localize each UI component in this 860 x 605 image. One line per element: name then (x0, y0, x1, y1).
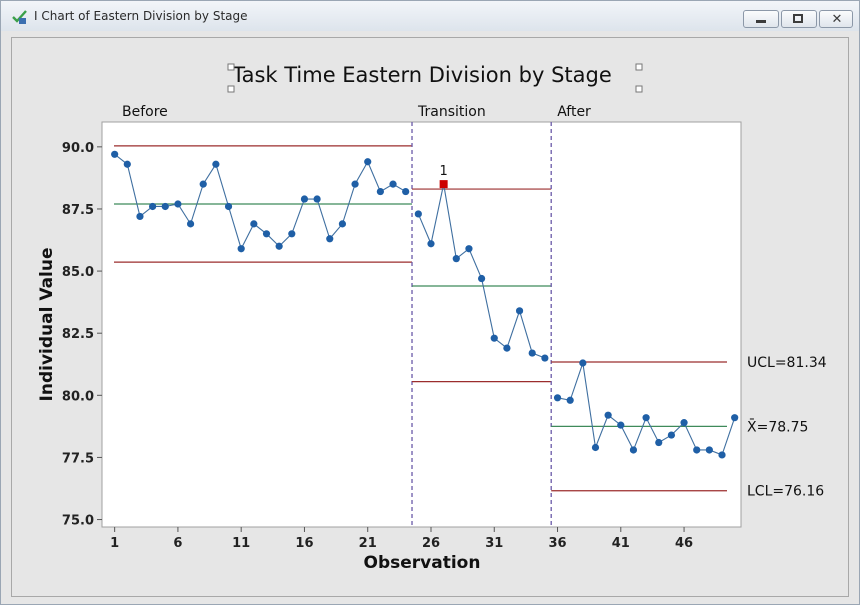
data-point (364, 158, 372, 166)
data-point (199, 180, 207, 188)
window-title: I Chart of Eastern Division by Stage (34, 9, 248, 23)
data-point (705, 446, 713, 454)
data-point (629, 446, 638, 454)
ucl-label: UCL=81.34 (747, 355, 827, 371)
data-point (718, 451, 726, 459)
plot-area (101, 121, 742, 528)
data-point (313, 195, 321, 203)
stage-label: Before (122, 104, 168, 120)
data-point (174, 200, 182, 208)
x-tick-label: 46 (675, 536, 693, 551)
data-point (237, 245, 245, 253)
selection-handle (635, 63, 643, 71)
x-tick-label: 1 (110, 536, 119, 551)
x-tick-label: 36 (548, 536, 566, 551)
data-point (680, 419, 688, 427)
x-axis-label: Observation (364, 553, 481, 573)
data-point (389, 180, 397, 188)
data-point (553, 394, 562, 402)
data-point (579, 359, 587, 367)
flagged-point (439, 180, 448, 189)
data-point (351, 180, 359, 188)
data-point (591, 443, 600, 452)
data-point (338, 220, 347, 228)
y-axis-label: Individual Value (37, 248, 57, 402)
title-bar[interactable]: I Chart of Eastern Division by Stage ✕ (1, 1, 859, 31)
checkmark-chart-icon (12, 10, 27, 24)
y-tick-label: 90.0 (62, 141, 94, 156)
data-point (642, 414, 650, 422)
data-point (326, 235, 334, 243)
selection-handle (227, 85, 235, 93)
chart-title: Task Time Eastern Division by Stage (231, 63, 612, 87)
y-tick-label: 80.0 (62, 389, 94, 404)
x-tick-label: 31 (485, 536, 503, 551)
data-point (288, 230, 296, 238)
lcl-label: LCL=76.16 (747, 484, 824, 500)
data-point (402, 187, 410, 196)
data-point (186, 220, 195, 228)
y-tick-label: 85.0 (62, 265, 94, 280)
y-tick-label: 77.5 (62, 451, 94, 466)
data-point (452, 255, 460, 263)
data-point (490, 334, 498, 342)
maximize-icon (793, 14, 803, 23)
minimize-button[interactable] (743, 10, 779, 28)
data-point (503, 344, 511, 352)
x-tick-label: 41 (612, 536, 630, 551)
data-point (427, 240, 435, 248)
data-point (136, 212, 144, 221)
center-label: X̄=78.75 (747, 418, 808, 436)
data-point (655, 438, 663, 447)
data-point (414, 210, 422, 218)
data-point (212, 160, 220, 168)
data-point (604, 411, 612, 419)
data-point (515, 307, 524, 315)
x-tick-label: 6 (173, 536, 182, 551)
data-point (731, 414, 739, 422)
stage-label: After (557, 104, 591, 120)
stage-label: Transition (417, 104, 486, 120)
y-tick-label: 75.0 (62, 514, 94, 529)
data-point (667, 431, 676, 439)
x-tick-label: 16 (295, 536, 313, 551)
control-chart: Task Time Eastern Division by Stage 75.0 7… (37, 63, 827, 573)
data-point (250, 220, 258, 228)
data-point (376, 187, 384, 196)
data-point (300, 195, 309, 203)
data-point (465, 245, 473, 253)
y-tick-label: 87.5 (62, 203, 94, 218)
data-point (123, 160, 131, 168)
close-icon: ✕ (831, 12, 843, 27)
data-point (161, 202, 169, 211)
data-point (528, 349, 536, 357)
selection-handle (635, 85, 643, 93)
y-tick-label: 82.5 (62, 327, 94, 342)
data-point (566, 396, 574, 404)
data-point (617, 421, 625, 429)
data-point (149, 202, 157, 211)
maximize-button[interactable] (781, 10, 817, 28)
close-button[interactable]: ✕ (819, 10, 853, 28)
selection-handle (227, 63, 235, 71)
x-tick-label: 21 (359, 536, 377, 551)
x-tick-label: 11 (232, 536, 250, 551)
minimize-icon (756, 20, 766, 23)
data-point (224, 202, 233, 211)
flagged-point-label: 1 (440, 164, 448, 179)
data-point (111, 150, 119, 158)
data-point (262, 230, 271, 238)
data-point (478, 274, 486, 283)
data-point (275, 242, 283, 250)
data-point (693, 446, 701, 454)
graph-area: Task Time Eastern Division by Stage 75.0 7… (11, 37, 849, 597)
data-point (541, 354, 549, 362)
x-tick-label: 26 (422, 536, 440, 551)
